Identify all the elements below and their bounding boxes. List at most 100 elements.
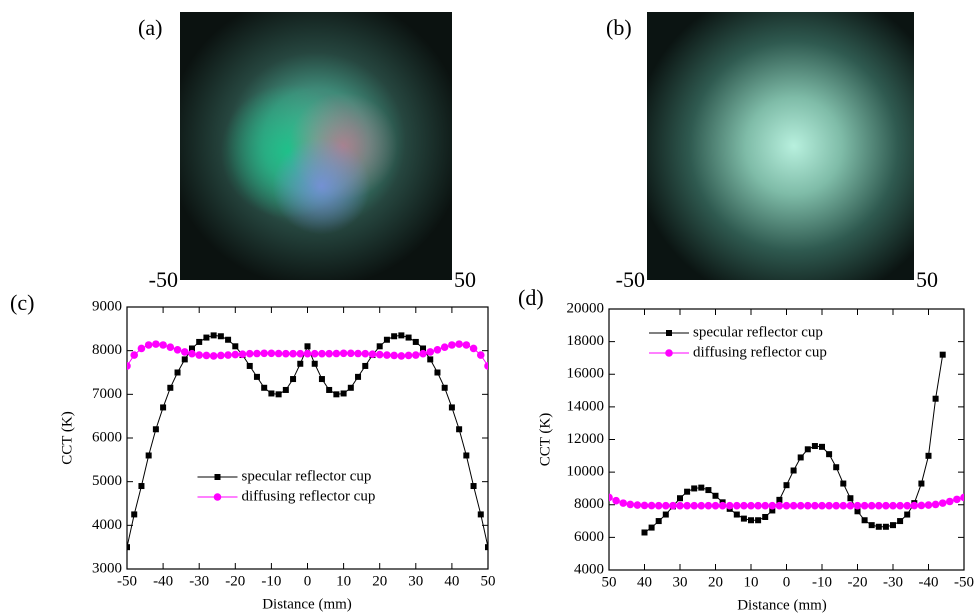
data-point — [868, 502, 876, 510]
x-axis-title: Distance (mm) — [737, 597, 827, 613]
data-point — [747, 502, 755, 510]
x-tick-label: 0 — [304, 573, 312, 589]
data-point — [733, 502, 741, 510]
data-point — [152, 340, 160, 348]
legend-label: diffusing reflector cup — [693, 344, 827, 360]
data-point — [376, 351, 384, 359]
legend-label: diffusing reflector cup — [242, 488, 376, 504]
data-point — [254, 374, 260, 380]
data-point — [348, 385, 354, 391]
data-point — [890, 522, 896, 528]
data-point — [455, 340, 463, 348]
figure: (a) -50 50 (b) -50 50 (c)300040005000600… — [0, 0, 978, 616]
data-point — [648, 502, 656, 510]
legend-marker — [214, 493, 222, 501]
data-point — [456, 426, 462, 432]
data-point — [712, 502, 720, 510]
x-tick-label: 40 — [444, 573, 459, 589]
data-point — [123, 362, 131, 370]
data-point — [761, 502, 769, 510]
data-point — [740, 502, 748, 510]
data-point — [627, 501, 635, 509]
data-point — [167, 385, 173, 391]
panel-label: (a) — [138, 15, 162, 40]
data-point — [312, 361, 318, 367]
data-point — [755, 517, 761, 523]
data-point — [705, 502, 713, 510]
data-point — [925, 501, 933, 509]
data-point — [691, 485, 697, 491]
y-tick-label: 9000 — [92, 298, 122, 314]
data-point — [325, 350, 333, 358]
data-point — [840, 481, 846, 487]
data-point — [797, 502, 805, 510]
data-point — [847, 495, 853, 501]
image-xmax: 50 — [916, 267, 938, 292]
data-point — [391, 333, 397, 339]
image-b: (b) -50 50 — [606, 12, 938, 292]
data-point — [146, 452, 152, 458]
data-point — [305, 343, 311, 349]
data-point — [449, 404, 455, 410]
data-point — [734, 512, 740, 518]
x-tick-label: 40 — [637, 574, 652, 590]
data-point — [261, 385, 267, 391]
y-tick-label: 7000 — [92, 386, 122, 402]
data-point — [832, 502, 840, 510]
data-point — [748, 517, 754, 523]
data-point — [698, 485, 704, 491]
data-point — [690, 502, 698, 510]
data-point — [663, 512, 669, 518]
data-point — [203, 335, 209, 341]
data-point — [405, 352, 413, 360]
y-tick-label: 14000 — [567, 398, 605, 414]
data-point — [153, 426, 159, 432]
x-tick-label: 30 — [673, 574, 688, 590]
data-point — [484, 362, 492, 370]
data-point — [296, 350, 304, 358]
data-point — [719, 502, 727, 510]
data-point — [876, 524, 882, 530]
x-tick-label: -40 — [919, 574, 939, 590]
y-tick-label: 20000 — [567, 300, 605, 316]
data-point — [903, 502, 911, 510]
data-point — [897, 518, 903, 524]
data-point — [138, 345, 146, 353]
data-point — [434, 370, 440, 376]
data-point — [847, 502, 855, 510]
y-tick-label: 6000 — [92, 429, 122, 445]
data-point — [413, 339, 419, 345]
data-point — [354, 350, 362, 358]
y-tick-label: 10000 — [567, 464, 605, 480]
panel-label: (c) — [10, 290, 34, 315]
data-point — [326, 387, 332, 393]
data-point — [769, 502, 777, 510]
data-point — [268, 390, 274, 396]
data-point — [896, 502, 904, 510]
data-point — [442, 385, 448, 391]
legend-marker — [666, 330, 672, 336]
data-point — [811, 502, 819, 510]
chart: (c)3000400050006000700080009000-50-40-30… — [10, 290, 496, 612]
y-tick-label: 18000 — [567, 333, 605, 349]
x-tick-label: 20 — [708, 574, 723, 590]
data-point — [826, 451, 832, 457]
data-point — [210, 352, 218, 360]
data-point — [297, 361, 303, 367]
data-point — [383, 351, 391, 359]
data-point — [253, 350, 261, 358]
data-point — [276, 391, 282, 397]
data-point — [225, 337, 231, 343]
series-line — [127, 335, 488, 547]
data-point — [634, 501, 642, 509]
data-point — [953, 496, 961, 504]
data-point — [361, 350, 369, 358]
data-point — [713, 493, 719, 499]
data-point — [427, 356, 433, 362]
data-point — [862, 517, 868, 523]
data-point — [485, 544, 491, 550]
page: (a) -50 50 (b) -50 50 (c)300040005000600… — [0, 0, 978, 616]
data-point — [268, 349, 276, 357]
data-point — [840, 502, 848, 510]
legend-label: specular reflector cup — [693, 324, 823, 340]
